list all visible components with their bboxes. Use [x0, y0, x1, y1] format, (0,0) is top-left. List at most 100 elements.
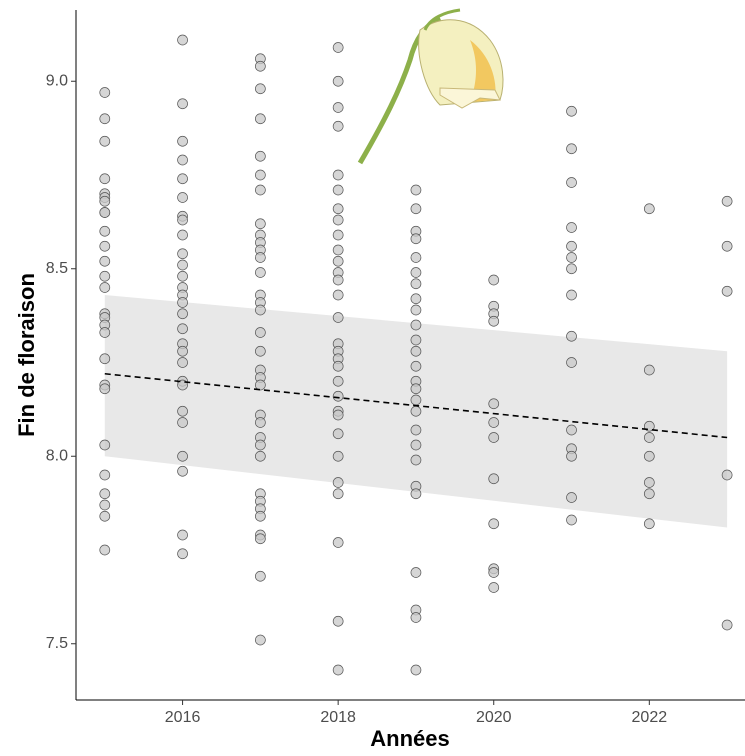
- data-point: [177, 135, 188, 147]
- data-point: [332, 450, 344, 462]
- data-point: [643, 432, 655, 443]
- data-point: [643, 364, 655, 376]
- x-tick-label: 2022: [632, 709, 668, 726]
- data-point: [255, 60, 266, 72]
- data-point: [488, 417, 500, 428]
- data-point: [410, 184, 422, 196]
- data-point: [488, 518, 500, 530]
- data-point: [99, 270, 111, 282]
- data-point: [255, 252, 266, 263]
- data-point: [332, 214, 344, 226]
- data-point: [177, 270, 188, 282]
- data-point: [255, 450, 266, 462]
- data-point: [177, 357, 188, 368]
- data-point: [332, 409, 344, 421]
- data-point: [99, 113, 111, 125]
- data-point: [255, 184, 266, 196]
- data-point: [566, 514, 577, 526]
- data-point: [177, 323, 188, 335]
- data-point: [721, 469, 733, 481]
- data-point: [255, 570, 266, 582]
- data-point: [643, 518, 655, 530]
- data-point: [332, 169, 344, 181]
- data-point: [177, 297, 188, 308]
- data-point: [332, 120, 344, 132]
- data-point: [332, 102, 344, 113]
- data-point: [332, 255, 344, 267]
- data-point: [255, 327, 266, 338]
- data-point: [410, 612, 422, 623]
- data-point: [255, 439, 266, 451]
- data-point: [99, 240, 111, 252]
- data-point: [255, 267, 266, 278]
- data-point: [177, 192, 188, 203]
- data-point: [99, 499, 111, 511]
- data-point: [99, 544, 111, 556]
- data-point: [177, 465, 188, 477]
- trend-line: [104, 372, 728, 439]
- data-point: [255, 533, 266, 545]
- data-point: [566, 357, 577, 368]
- data-point: [566, 177, 577, 188]
- data-point: [643, 450, 655, 462]
- data-point: [177, 548, 188, 560]
- data-point: [566, 252, 577, 263]
- data-point: [566, 222, 577, 233]
- data-point: [488, 315, 500, 327]
- data-point: [332, 428, 344, 440]
- data-point: [99, 327, 111, 338]
- y-tick-label: 8.0: [46, 447, 68, 464]
- data-point: [332, 664, 344, 676]
- data-point: [643, 488, 655, 500]
- data-point: [643, 203, 655, 215]
- data-point: [332, 488, 344, 500]
- x-tick-label: 2018: [320, 709, 356, 726]
- data-point: [177, 248, 188, 260]
- y-tick-label: 7.5: [46, 635, 68, 652]
- data-point: [177, 229, 188, 241]
- data-point: [177, 450, 188, 462]
- data-point: [410, 334, 422, 346]
- data-point: [177, 259, 188, 271]
- data-point: [177, 34, 188, 46]
- data-point: [332, 312, 344, 323]
- data-point: [255, 345, 266, 357]
- data-point: [332, 360, 344, 372]
- data-point: [99, 135, 111, 147]
- data-point: [255, 417, 266, 428]
- data-point: [177, 417, 188, 428]
- data-point: [566, 330, 577, 342]
- data-point: [410, 345, 422, 357]
- data-point: [255, 218, 266, 230]
- data-point: [99, 195, 111, 207]
- data-point: [332, 203, 344, 215]
- data-point: [410, 424, 422, 436]
- data-point: [410, 394, 422, 406]
- data-point: [410, 304, 422, 316]
- data-point: [410, 567, 422, 578]
- data-point: [488, 582, 500, 593]
- data-point: [721, 285, 733, 297]
- data-point: [721, 195, 733, 207]
- data-point: [332, 375, 344, 387]
- data-point: [488, 473, 500, 485]
- data-point: [177, 214, 188, 226]
- data-point: [410, 454, 422, 466]
- data-point: [643, 477, 655, 488]
- data-point: [332, 615, 344, 627]
- data-point: [255, 634, 266, 646]
- data-point: [99, 510, 111, 522]
- data-point: [410, 278, 422, 290]
- data-point: [99, 207, 111, 218]
- data-point: [410, 293, 422, 305]
- flower-illustration: [357, 8, 504, 165]
- data-point: [410, 439, 422, 451]
- data-point: [566, 492, 577, 503]
- data-point: [99, 225, 111, 237]
- data-point: [255, 83, 266, 95]
- data-point: [721, 240, 733, 252]
- data-point: [410, 488, 422, 500]
- data-point: [410, 203, 422, 215]
- data-point: [99, 353, 111, 365]
- data-point: [255, 304, 266, 316]
